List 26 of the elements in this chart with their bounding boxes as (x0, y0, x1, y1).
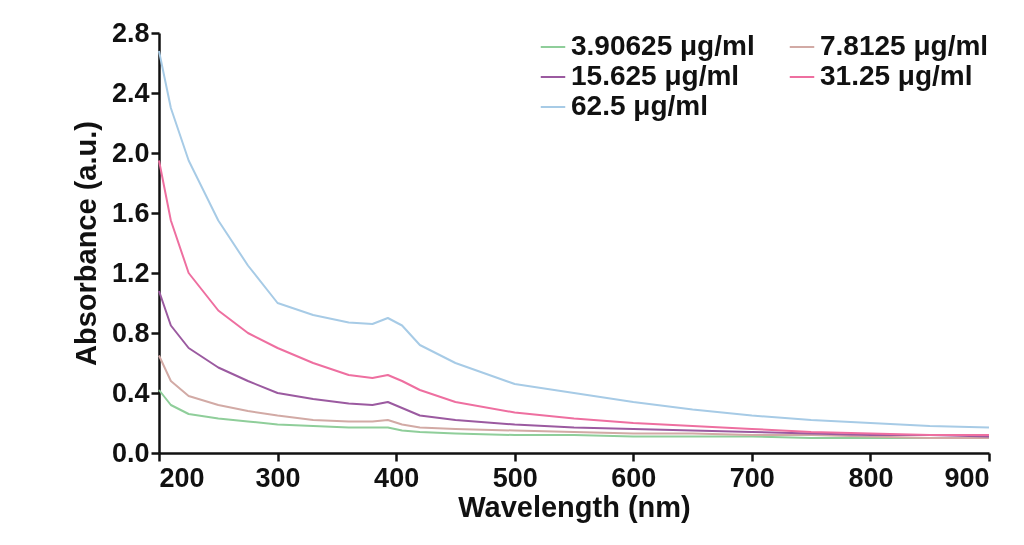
line-series (158, 354, 990, 439)
y-tick-label: 0.8 (111, 317, 150, 348)
x-tick-label: 500 (492, 462, 538, 493)
y-tick-label: 0.0 (111, 437, 150, 468)
y-tick-label: 1.6 (111, 197, 150, 228)
y-tick-label: 2.0 (111, 137, 150, 168)
x-axis-title: Wavelength (nm) (458, 490, 691, 523)
legend-label: 7.8125 μg/ml (820, 30, 989, 61)
line-series (158, 290, 990, 438)
x-tick-label: 300 (255, 462, 301, 493)
y-tick-label: 1.2 (111, 257, 150, 288)
x-tick-label: 700 (729, 462, 775, 493)
line-series (158, 159, 990, 436)
x-tick-label: 900 (944, 462, 990, 493)
legend-label: 31.25 μg/ml (820, 60, 973, 91)
legend-label: 15.625 μg/ml (571, 60, 740, 91)
x-tick-label: 800 (848, 462, 894, 493)
legend-label: 62.5 μg/ml (571, 90, 708, 121)
x-tick-label: 200 (159, 462, 205, 493)
x-tick-label: 600 (611, 462, 657, 493)
y-tick-label: 0.4 (111, 377, 150, 408)
x-tick-label: 400 (374, 462, 420, 493)
y-tick-label: 2.4 (111, 77, 150, 108)
legend-label: 3.90625 μg/ml (571, 30, 755, 61)
y-tick-label: 2.8 (111, 17, 150, 48)
y-axis-title: Absorbance (a.u.) (69, 121, 102, 366)
